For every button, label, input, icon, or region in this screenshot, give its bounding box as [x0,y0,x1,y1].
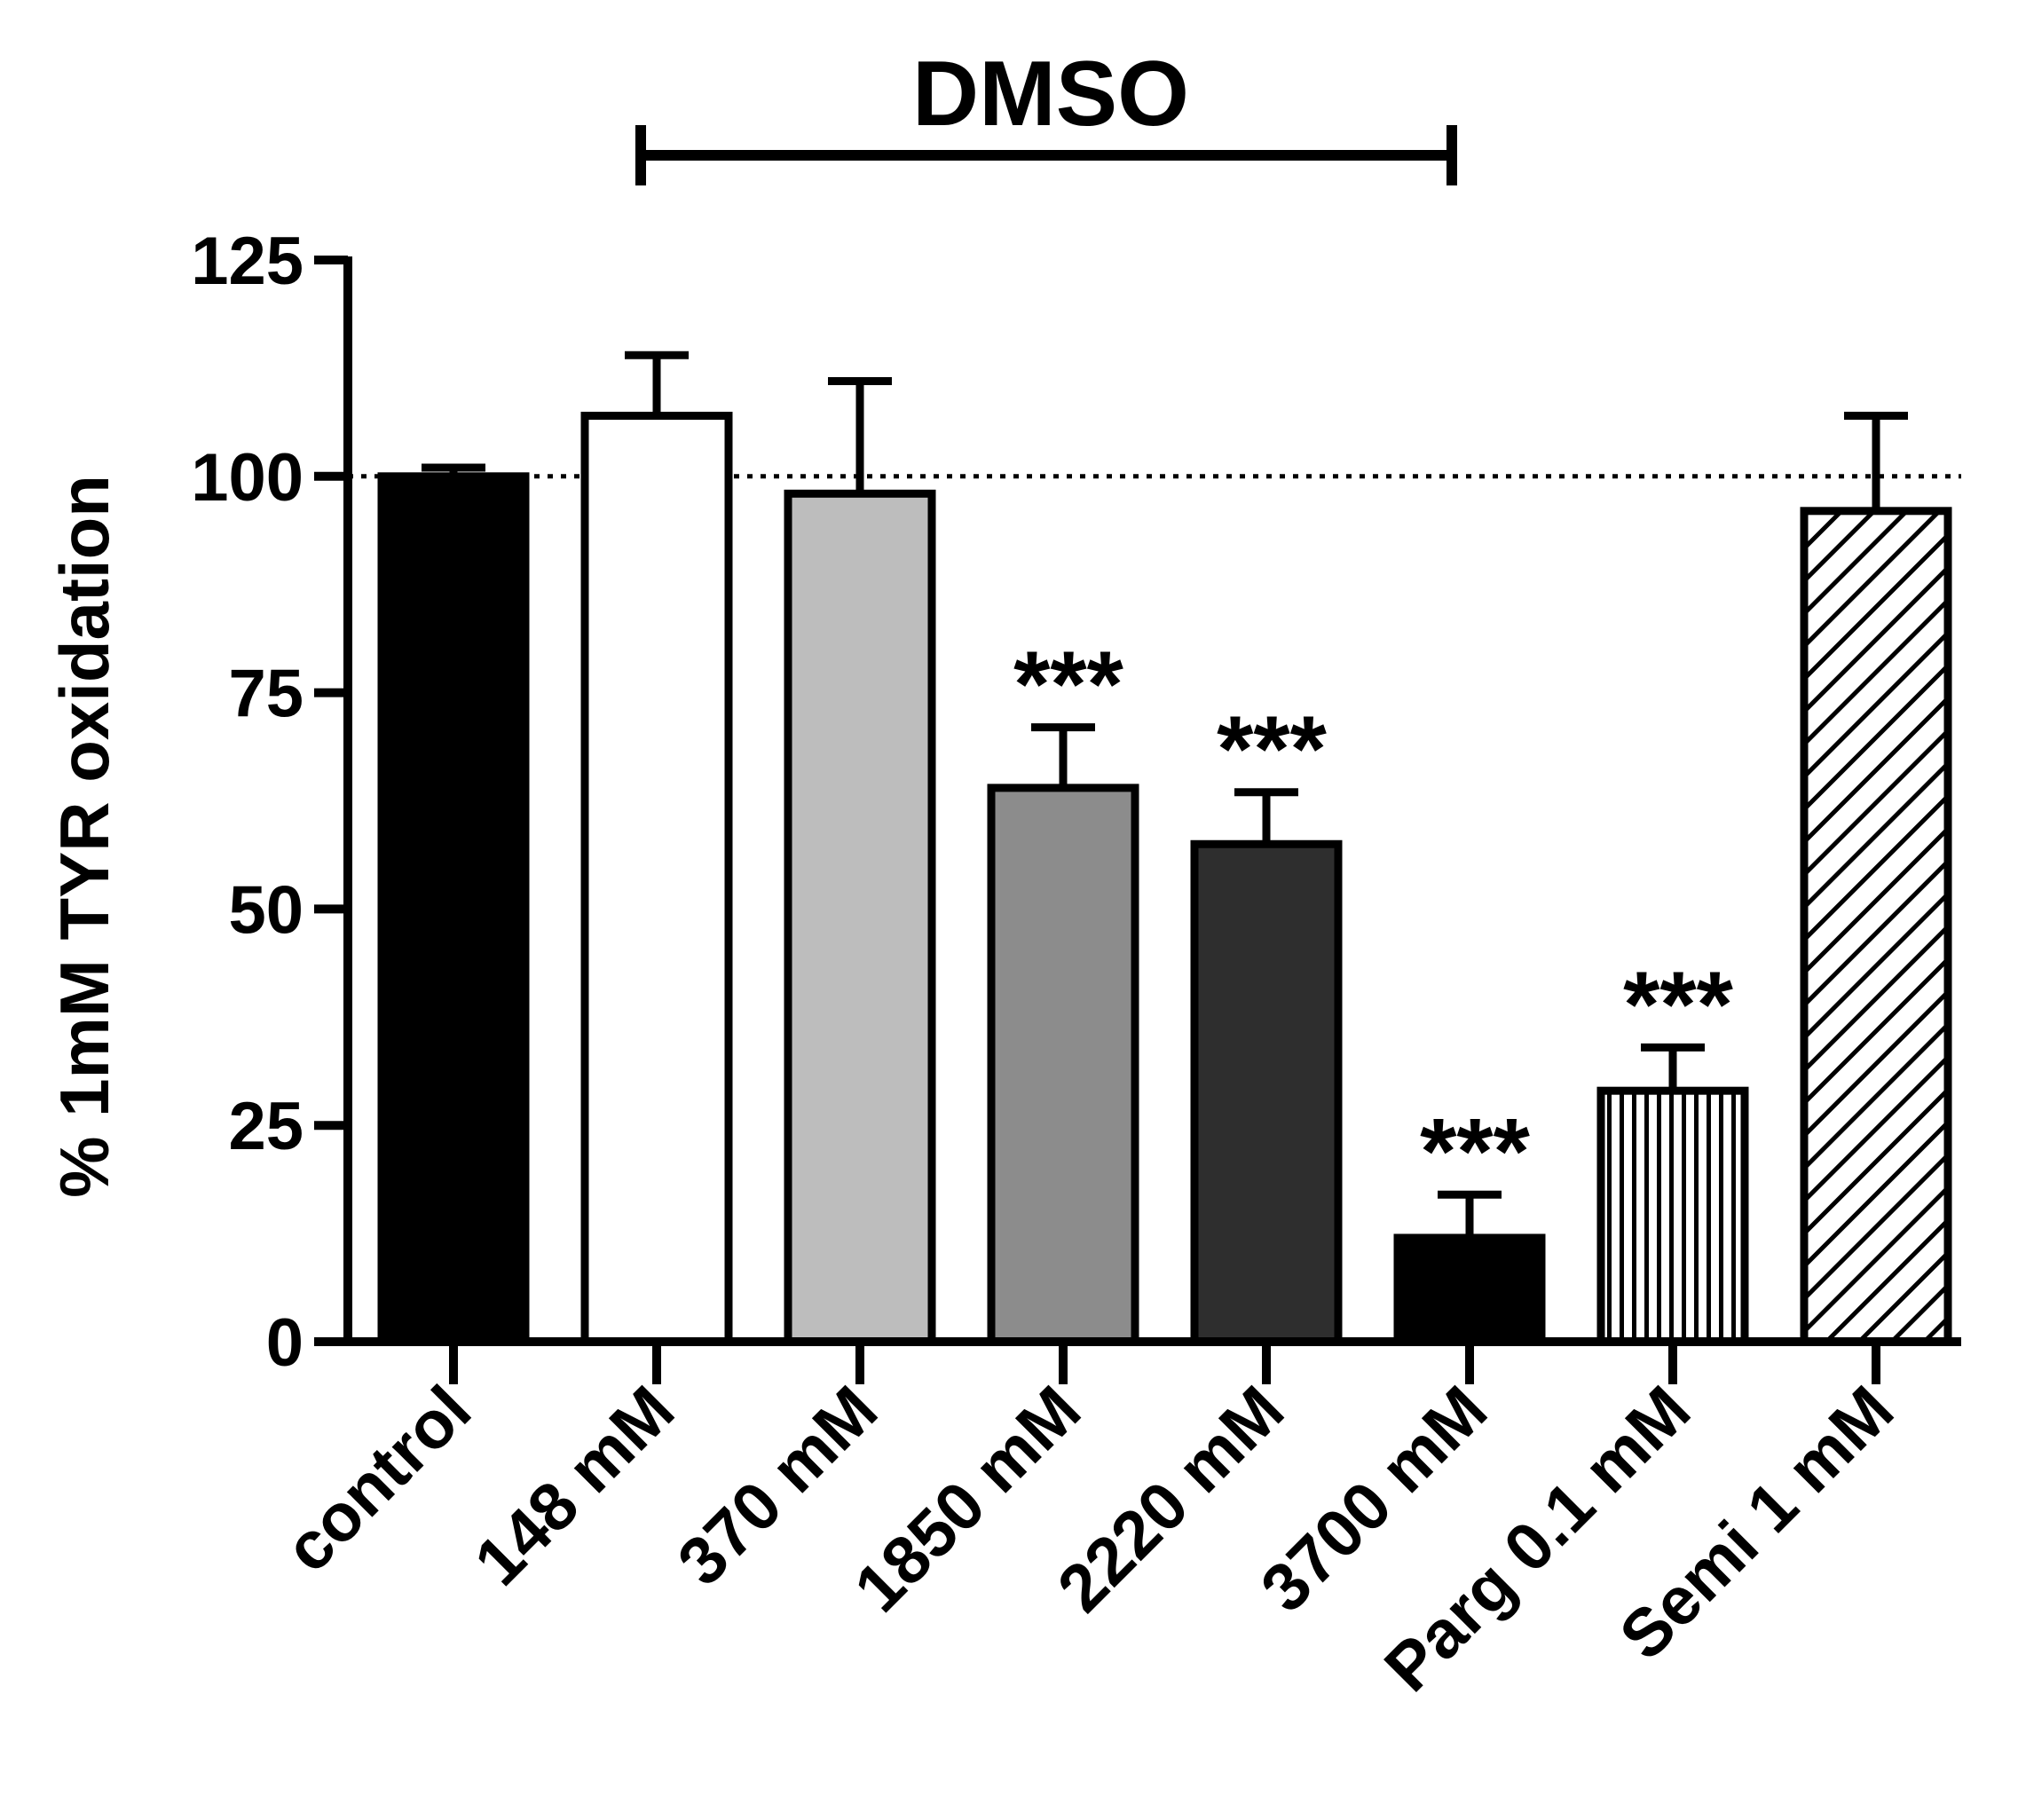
x-tick-label-3: 1850 mM [840,1372,1095,1627]
significance-marker-4: *** [1217,697,1328,802]
bar-1 [580,412,733,1346]
bar-0 [377,472,530,1346]
bar-3 [987,784,1139,1346]
bar-4 [1190,839,1343,1346]
significance-marker-5: *** [1420,1099,1531,1204]
bar-5 [1393,1233,1546,1346]
y-tick-label-2: 50 [228,872,303,948]
y-tick-label-1: 25 [228,1089,303,1164]
x-tick-label-4: 2220 mM [1044,1372,1298,1627]
significance-marker-3: *** [1013,633,1124,737]
significance-marker-6: *** [1623,952,1734,1057]
bar-6 [1596,1086,1749,1346]
y-tick-label-5: 125 [191,224,303,299]
bar-7 [1800,507,1952,1346]
x-tick-label-1: 148 mM [461,1372,689,1600]
x-tick-label-0: control [271,1372,485,1587]
y-tick-label-3: 75 [228,657,303,732]
y-tick-label-4: 100 [191,440,303,516]
bar-2 [784,489,936,1346]
group-bracket-label: DMSO [912,43,1189,146]
y-tick-label-0: 0 [266,1305,303,1381]
y-axis-title: % 1mM TYR oxidation [45,475,123,1198]
